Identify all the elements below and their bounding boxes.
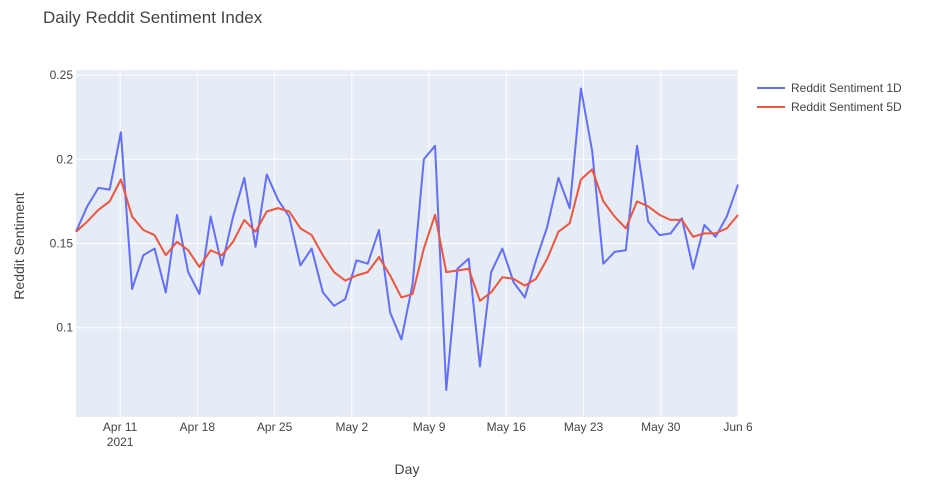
x-axis-title: Day xyxy=(395,461,420,477)
series-line-1 xyxy=(75,87,739,392)
chart-title: Daily Reddit Sentiment Index xyxy=(43,8,263,27)
series-layer xyxy=(75,87,739,392)
x-tick-label: Apr 18 xyxy=(180,420,216,434)
legend-item-1[interactable]: Reddit Sentiment 1D xyxy=(757,81,902,95)
y-tick-label: 0.2 xyxy=(56,152,73,166)
legend-label: Reddit Sentiment 5D xyxy=(791,100,902,114)
x-tick-sublabel: 2021 xyxy=(107,435,134,449)
x-tick-label: Apr 11 xyxy=(103,420,138,434)
legend-item-2[interactable]: Reddit Sentiment 5D xyxy=(757,100,902,114)
x-tick-label: May 30 xyxy=(641,420,681,434)
x-tick-label: May 23 xyxy=(564,420,604,434)
legend-label: Reddit Sentiment 1D xyxy=(791,81,902,95)
x-tick-label: May 2 xyxy=(335,420,368,434)
x-tick-label: May 16 xyxy=(487,420,527,434)
x-tick-label: Jun 6 xyxy=(723,420,753,434)
x-tick-label: May 9 xyxy=(413,420,446,434)
legend: Reddit Sentiment 1D Reddit Sentiment 5D xyxy=(757,81,902,114)
x-tick-label: Apr 25 xyxy=(257,420,293,434)
gridlines xyxy=(76,70,739,417)
y-axis-ticks: 0.1 0.15 0.2 0.25 xyxy=(50,68,74,335)
y-axis-title: Reddit Sentiment xyxy=(11,192,27,300)
y-tick-label: 0.25 xyxy=(50,68,74,82)
y-tick-label: 0.15 xyxy=(50,237,74,251)
series-line-2 xyxy=(75,168,739,302)
y-tick-label: 0.1 xyxy=(56,321,73,335)
